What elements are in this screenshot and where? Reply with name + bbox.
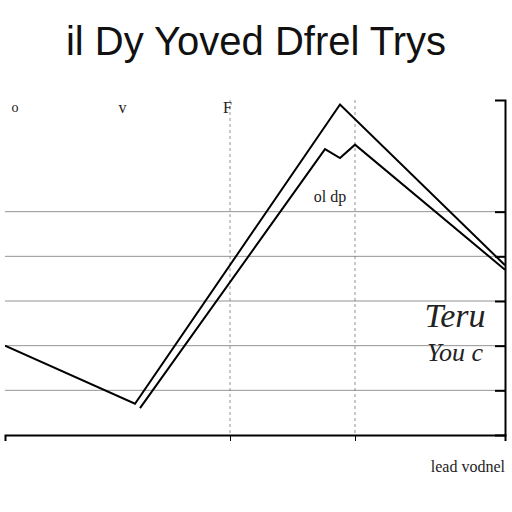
annotation: o xyxy=(12,100,19,115)
y-tick-mark xyxy=(495,345,505,347)
x-axis-title: lead vodnel xyxy=(431,458,506,475)
y-tick xyxy=(495,346,505,347)
x-axis xyxy=(6,435,506,441)
chart: il Dy Yoved Dfrel Trys o v Fol dp Teru You c l… xyxy=(0,0,512,512)
annotation: F xyxy=(223,99,232,116)
x-tick xyxy=(355,435,356,441)
x-tick-mark xyxy=(230,435,231,441)
y-tick xyxy=(495,301,505,302)
grid xyxy=(5,100,505,435)
y-tick-mark xyxy=(495,390,505,392)
x-tick-mark xyxy=(355,435,356,441)
y-tick xyxy=(495,212,505,213)
y-tick xyxy=(495,390,505,391)
line xyxy=(5,104,505,403)
title: il Dy Yoved Dfrel Trys xyxy=(66,19,446,63)
annotation: v xyxy=(119,99,127,116)
grid-line xyxy=(5,211,505,212)
grid-line xyxy=(5,256,505,257)
line xyxy=(140,145,505,409)
y-tick-mark xyxy=(495,301,505,303)
annotation: Teru xyxy=(424,297,485,334)
x-tick xyxy=(230,435,231,441)
grid-line xyxy=(355,100,356,435)
plot-area xyxy=(5,104,505,408)
grid-line xyxy=(230,100,231,435)
x-axis-line xyxy=(6,436,506,442)
annotation: You c xyxy=(427,338,484,367)
grid-line xyxy=(5,390,505,391)
y-tick-mark xyxy=(495,211,505,213)
annotation: ol dp xyxy=(314,188,346,206)
